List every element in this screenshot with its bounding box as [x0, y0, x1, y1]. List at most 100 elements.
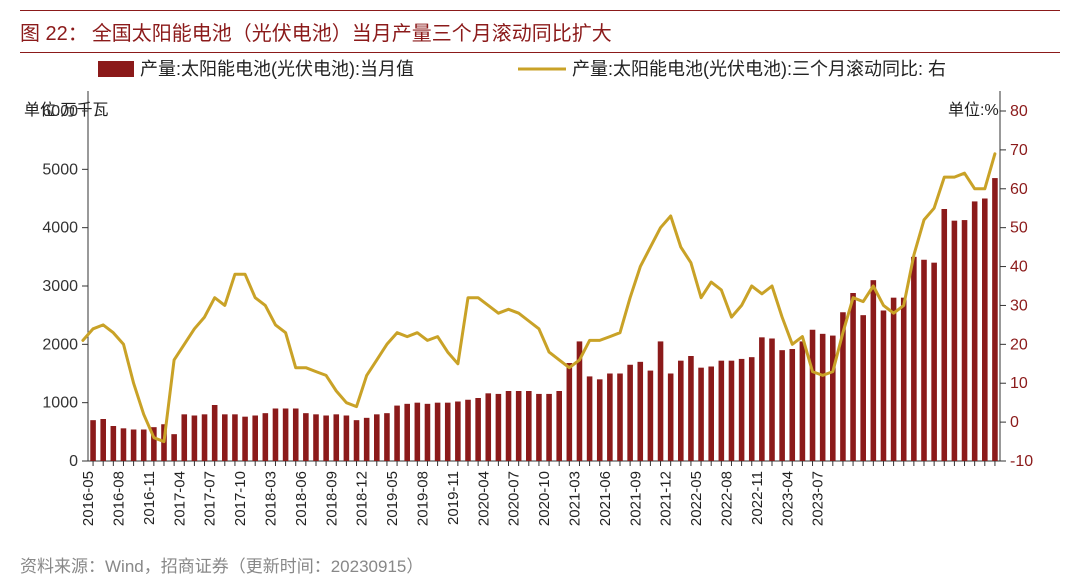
bar	[708, 367, 714, 462]
bar	[323, 416, 329, 462]
bar	[131, 430, 137, 462]
y-right-tick-label: 40	[1010, 259, 1028, 276]
bar	[648, 371, 654, 461]
bar	[435, 403, 441, 461]
x-tick-label: 2017-10	[232, 471, 249, 526]
bar	[830, 336, 836, 461]
bar	[871, 280, 877, 461]
x-tick-label: 2017-04	[171, 471, 188, 526]
bar	[546, 394, 552, 461]
bar	[678, 361, 684, 461]
bar	[779, 350, 785, 461]
figure-container: 图 22：全国太阳能电池（光伏电池）当月产量三个月滚动同比扩大 产量:太阳能电池…	[0, 0, 1080, 587]
bar	[100, 419, 106, 461]
bar	[820, 334, 826, 461]
bar	[192, 416, 198, 462]
x-tick-label: 2020-07	[506, 471, 523, 526]
bar	[475, 398, 481, 461]
figure-number: 图 22：	[20, 23, 88, 45]
bar	[617, 374, 623, 462]
y-left-tick-label: 2000	[42, 336, 78, 353]
x-tick-label: 2022-11	[749, 471, 766, 525]
x-tick-label: 2022-05	[688, 471, 705, 526]
bar	[911, 257, 917, 461]
x-tick-label: 2020-04	[475, 471, 492, 526]
x-tick-label: 2019-08	[414, 471, 431, 526]
right-unit-label: 单位:%	[948, 101, 999, 119]
y-right-tick-label: 80	[1010, 103, 1028, 120]
x-tick-label: 2016-05	[80, 471, 97, 526]
bar	[567, 363, 573, 461]
legend-bar-label: 产量:太阳能电池(光伏电池):当月值	[140, 59, 414, 79]
y-left-tick-label: 6000	[42, 103, 78, 120]
x-tick-label: 2016-08	[110, 471, 127, 526]
x-tick-label: 2020-10	[536, 471, 553, 526]
x-tick-label: 2018-06	[293, 471, 310, 526]
bar	[941, 209, 947, 461]
bar	[526, 391, 532, 461]
legend-bar-swatch	[98, 61, 134, 77]
bar	[658, 341, 664, 461]
bar	[202, 414, 208, 461]
bar	[891, 298, 897, 461]
y-right-tick-label: 0	[1010, 414, 1019, 431]
chart-area: 产量:太阳能电池(光伏电池):当月值产量:太阳能电池(光伏电池):三个月滚动同比…	[20, 53, 1060, 546]
y-right-tick-label: 60	[1010, 181, 1028, 198]
x-tick-label: 2018-09	[323, 471, 340, 526]
bar	[668, 374, 674, 462]
y-right-tick-label: 70	[1010, 142, 1028, 159]
source-prefix: 资料来源：	[20, 557, 105, 576]
x-tick-label: 2021-12	[658, 471, 675, 526]
x-tick-label: 2019-11	[445, 471, 462, 525]
bar	[921, 260, 927, 461]
bar	[181, 414, 187, 461]
bar	[698, 368, 704, 461]
bar	[394, 406, 400, 461]
bar	[881, 311, 887, 462]
bar	[141, 430, 147, 462]
bar	[860, 315, 866, 461]
bar	[769, 339, 775, 462]
bar	[425, 404, 431, 461]
bar	[344, 416, 350, 462]
x-tick-label: 2016-11	[141, 471, 158, 525]
bar	[263, 413, 269, 461]
y-right-tick-label: 50	[1010, 220, 1028, 237]
bar	[445, 403, 451, 461]
x-tick-label: 2017-07	[202, 471, 219, 526]
bar	[850, 293, 856, 461]
y-left-tick-label: 4000	[42, 220, 78, 237]
bar	[232, 414, 238, 461]
y-right-tick-label: 10	[1010, 375, 1028, 392]
bar	[111, 426, 117, 461]
y-left-tick-label: 3000	[42, 278, 78, 295]
bar	[556, 391, 562, 461]
bar	[810, 330, 816, 461]
bar	[931, 263, 937, 461]
bar	[587, 376, 593, 461]
bar	[962, 220, 968, 461]
y-left-tick-label: 1000	[42, 395, 78, 412]
bar	[455, 402, 461, 462]
bar	[719, 361, 725, 461]
bar	[789, 349, 795, 461]
bar	[952, 221, 958, 461]
bar	[485, 393, 491, 461]
bar	[465, 400, 471, 461]
figure-title: 全国太阳能电池（光伏电池）当月产量三个月滚动同比扩大	[92, 23, 612, 45]
y-right-tick-label: 30	[1010, 297, 1028, 314]
bar	[759, 337, 765, 461]
bar	[982, 199, 988, 462]
bar	[739, 359, 745, 461]
x-tick-label: 2023-07	[810, 471, 827, 526]
bar	[901, 298, 907, 461]
x-tick-label: 2023-04	[779, 471, 796, 526]
bar	[364, 418, 370, 461]
bar	[242, 417, 248, 461]
bar	[293, 409, 299, 462]
bar	[283, 409, 289, 462]
bar	[536, 394, 542, 461]
bar	[972, 201, 978, 461]
y-right-tick-label: -10	[1010, 453, 1033, 470]
bar	[506, 391, 512, 461]
